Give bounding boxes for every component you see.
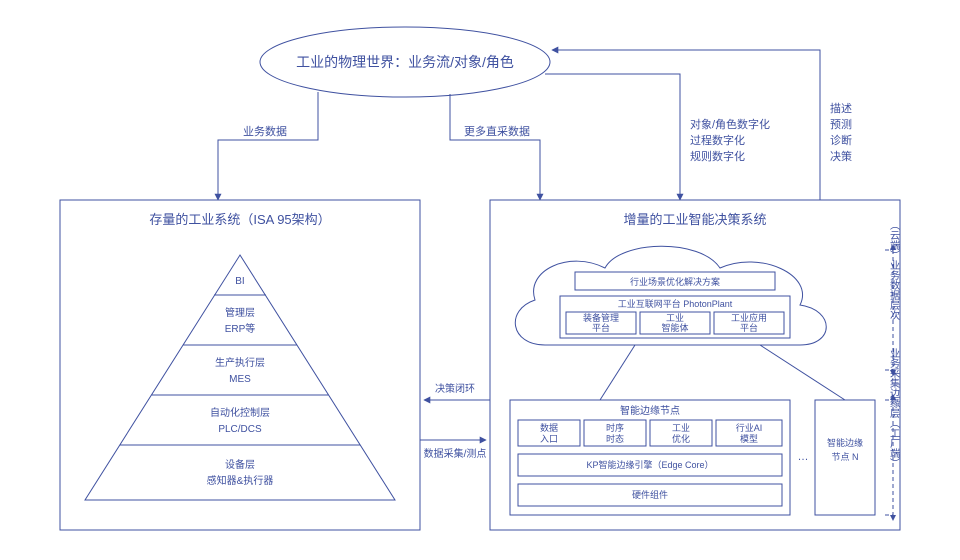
pyramid-l2a: 管理层 <box>225 306 255 319</box>
cloud-top-bar: 行业场景优化解决方案 <box>630 276 720 287</box>
arrow-ellipse-right-mid-label: 更多直采数据 <box>464 124 530 138</box>
pyramid-l5a: 设备层 <box>225 458 255 471</box>
arrow-ellipse-left <box>218 92 318 200</box>
feedback-label-3: 诊断 <box>830 133 852 147</box>
pyramid-l4a: 自动化控制层 <box>210 406 270 419</box>
cloud-bracket-label: （云端）业务数据层次 <box>888 220 900 321</box>
right-box-title: 增量的工业智能决策系统 <box>623 212 766 227</box>
edge-r1b: 入口 <box>540 434 558 444</box>
pyramid-l3b: MES <box>229 374 251 385</box>
edge-r2b: 时态 <box>606 433 624 444</box>
edge-r4b: 模型 <box>740 434 758 444</box>
edge-core-label: KP智能边缘引擎（Edge Core） <box>586 459 713 470</box>
edge-main-title: 智能边缘节点 <box>620 404 680 417</box>
feedback-label-4: 决策 <box>830 149 852 163</box>
edge-r3a: 工业 <box>672 423 690 433</box>
feedback-label-1: 描述 <box>830 101 852 115</box>
edge-hardware-label: 硬件组件 <box>632 489 668 500</box>
architecture-diagram: 工业的物理世界：业务流/对象/角色 描述 预测 诊断 决策 业务数据 更多直采数… <box>0 0 960 560</box>
pyramid-l2b: ERP等 <box>225 322 256 335</box>
arrow-data-perception-label: 数据采集/测点 <box>424 447 487 460</box>
edge-r4a: 行业AI <box>736 422 763 433</box>
arrow-decision-loop-label: 决策闭环 <box>435 382 475 395</box>
arrow-ellipse-left-label: 业务数据 <box>243 124 287 138</box>
pyramid-l1: BI <box>235 276 244 287</box>
cloud-sub-1a: 装备管理 <box>583 312 619 323</box>
feedback-label-2: 预测 <box>830 118 852 131</box>
arrow-ellipse-right-mid <box>450 94 540 200</box>
cloud-sub-3b: 平台 <box>740 322 758 333</box>
edge-n-1: 智能边缘 <box>827 437 863 448</box>
pyramid-l4b: PLC/DCS <box>218 424 262 435</box>
arrow-ellipse-right-far <box>545 74 680 200</box>
edge-r3b: 优化 <box>672 433 690 444</box>
cloud-sub-3a: 工业应用 <box>731 312 767 323</box>
arrow-right-to-ellipse <box>552 50 820 200</box>
pyramid-l5b: 感知器&执行器 <box>207 474 274 487</box>
edge-bracket-label: 业务采集边缘层（工厂端） <box>888 348 900 468</box>
edge-r2a: 时序 <box>606 422 624 433</box>
digitization-label-3: 规则数字化 <box>690 149 745 163</box>
pyramid-l3a: 生产执行层 <box>215 356 265 369</box>
digitization-label-2: 过程数字化 <box>690 133 745 147</box>
edge-r1a: 数据 <box>540 422 558 433</box>
digitization-label-1: 对象/角色数字化 <box>690 117 770 131</box>
left-box-title: 存量的工业系统（ISA 95架构） <box>149 212 330 227</box>
top-ellipse-text: 工业的物理世界：业务流/对象/角色 <box>296 54 514 70</box>
cloud-sub-2a: 工业 <box>666 313 684 323</box>
cloud-platform-title: 工业互联网平台 PhotonPlant <box>618 298 733 309</box>
cloud-sub-1b: 平台 <box>592 322 610 333</box>
edge-node-n: 智能边缘 节点 N <box>815 400 875 515</box>
edge-ellipsis: … <box>798 451 809 463</box>
edge-node-main: 智能边缘节点 数据 入口 时序 时态 工业 优化 行业AI 模型 KP智能边缘引… <box>510 400 790 515</box>
cloud-sub-2b: 智能体 <box>661 322 688 333</box>
edge-n-2: 节点 N <box>831 452 858 462</box>
